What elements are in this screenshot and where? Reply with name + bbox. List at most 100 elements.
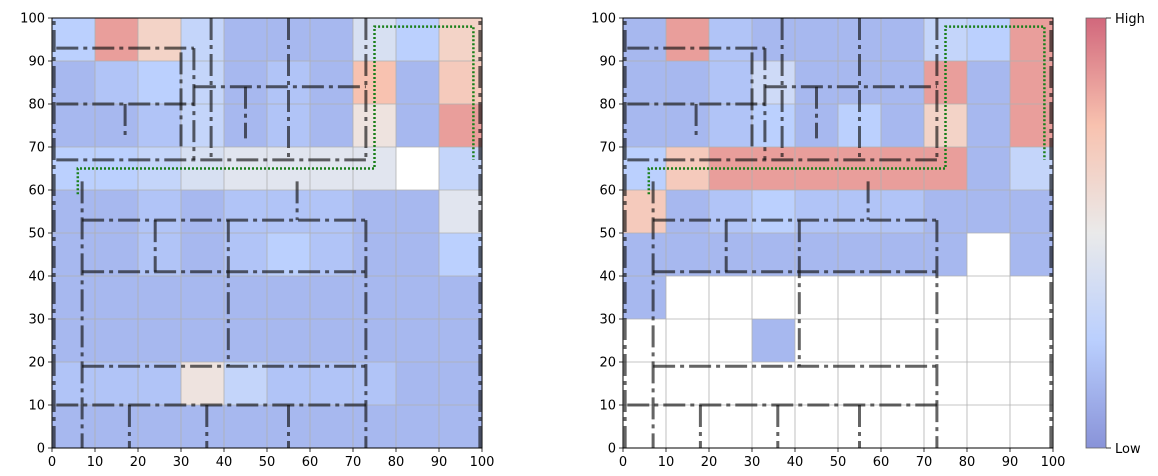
heatmap-cell bbox=[310, 190, 353, 233]
heatmap-cell bbox=[623, 18, 666, 61]
y-tick-label: 0 bbox=[608, 442, 616, 457]
heatmap-cell bbox=[881, 233, 924, 276]
heatmap-cell bbox=[881, 190, 924, 233]
heatmap-cell bbox=[52, 233, 95, 276]
heatmap-cell bbox=[924, 190, 967, 233]
heatmap-cell bbox=[181, 276, 224, 319]
y-tick-label: 10 bbox=[28, 399, 45, 414]
heatmap-cell bbox=[138, 362, 181, 405]
heatmap-cell bbox=[967, 147, 1010, 190]
heatmap-cell bbox=[138, 233, 181, 276]
heatmap-cell bbox=[439, 18, 482, 61]
heatmap-cell bbox=[138, 405, 181, 448]
x-tick-label: 90 bbox=[431, 455, 448, 470]
heatmap-cell bbox=[310, 319, 353, 362]
heatmap-cell bbox=[752, 233, 795, 276]
heatmap-cell bbox=[181, 319, 224, 362]
x-tick-label: 80 bbox=[388, 455, 405, 470]
heatmap-cell bbox=[666, 61, 709, 104]
heatmap-cell bbox=[1010, 147, 1053, 190]
heatmap-cell bbox=[795, 18, 838, 61]
heatmap-cell bbox=[967, 104, 1010, 147]
heatmap-cell bbox=[181, 233, 224, 276]
heatmap-cell bbox=[396, 362, 439, 405]
heatmap-cell bbox=[439, 104, 482, 147]
x-tick-label: 90 bbox=[1002, 455, 1019, 470]
heatmap-cell bbox=[95, 18, 138, 61]
heatmap-cell bbox=[439, 233, 482, 276]
heatmap-cell bbox=[439, 276, 482, 319]
y-tick-label: 10 bbox=[599, 399, 616, 414]
x-tick-label: 30 bbox=[173, 455, 190, 470]
x-tick-label: 50 bbox=[259, 455, 276, 470]
x-tick-label: 70 bbox=[345, 455, 362, 470]
y-tick-label: 100 bbox=[20, 12, 45, 27]
heatmap-cell bbox=[95, 362, 138, 405]
heatmap-cell bbox=[396, 276, 439, 319]
heatmap-cell bbox=[95, 104, 138, 147]
heatmap-cell bbox=[310, 233, 353, 276]
y-tick-label: 30 bbox=[28, 313, 45, 328]
x-tick-label: 70 bbox=[916, 455, 933, 470]
heatmap-cell bbox=[838, 233, 881, 276]
heatmap-cell bbox=[396, 190, 439, 233]
heatmap-cell bbox=[439, 61, 482, 104]
x-tick-label: 60 bbox=[873, 455, 890, 470]
heatmap-cell bbox=[310, 61, 353, 104]
heatmap-cell bbox=[967, 18, 1010, 61]
heatmap-cell bbox=[666, 18, 709, 61]
heatmap-cell bbox=[752, 18, 795, 61]
x-tick-label: 50 bbox=[830, 455, 847, 470]
x-tick-label: 10 bbox=[658, 455, 675, 470]
heatmap-cell bbox=[623, 190, 666, 233]
heatmap-cell bbox=[396, 319, 439, 362]
y-tick-label: 70 bbox=[28, 141, 45, 156]
y-tick-label: 20 bbox=[28, 356, 45, 371]
heatmap-cell bbox=[95, 405, 138, 448]
heatmap-cell bbox=[396, 104, 439, 147]
heatmap-cell bbox=[181, 61, 224, 104]
heatmap-cell bbox=[224, 319, 267, 362]
heatmap-cell bbox=[138, 319, 181, 362]
y-tick-label: 50 bbox=[599, 227, 616, 242]
heatmap-cell bbox=[795, 233, 838, 276]
right-heatmap-panel: 0 10 20 30 40 50 60 70 80 90 100 0 10 20 30 40 50 60 70 80 9… bbox=[591, 12, 1065, 471]
x-tick-label: 100 bbox=[470, 455, 495, 470]
heatmap-cell bbox=[267, 362, 310, 405]
heatmap-cell bbox=[881, 104, 924, 147]
heatmap-cell bbox=[310, 276, 353, 319]
heatmap-cell bbox=[353, 405, 396, 448]
heatmap-cell bbox=[881, 61, 924, 104]
x-tick-label: 60 bbox=[302, 455, 319, 470]
heatmap-cell bbox=[267, 276, 310, 319]
x-tick-label: 10 bbox=[87, 455, 104, 470]
y-tick-label: 90 bbox=[28, 55, 45, 70]
heatmap-cell bbox=[1010, 190, 1053, 233]
y-tick-label: 80 bbox=[599, 98, 616, 113]
y-tick-label: 20 bbox=[599, 356, 616, 371]
heatmap-cell bbox=[138, 18, 181, 61]
left-heatmap-panel: 0 10 20 30 40 50 60 70 80 90 100 0 10 20 30 40 50 60 70 80 9… bbox=[20, 12, 494, 471]
heatmap-cell bbox=[709, 61, 752, 104]
heatmap-cell bbox=[924, 233, 967, 276]
x-tick-label: 100 bbox=[1041, 455, 1066, 470]
heatmap-cell bbox=[138, 104, 181, 147]
heatmap-cell bbox=[1010, 233, 1053, 276]
heatmap-cell bbox=[709, 18, 752, 61]
colorbar-high-label: High bbox=[1115, 12, 1145, 27]
heatmap-cell bbox=[752, 104, 795, 147]
heatmap-cell bbox=[181, 190, 224, 233]
heatmap-cell bbox=[52, 190, 95, 233]
heatmap-cell bbox=[1010, 18, 1053, 61]
heatmap-cell bbox=[709, 190, 752, 233]
y-tick-label: 0 bbox=[37, 442, 45, 457]
heatmap-cell bbox=[353, 233, 396, 276]
heatmap-cell bbox=[181, 104, 224, 147]
heatmap-cell bbox=[1010, 61, 1053, 104]
heatmap-cell bbox=[95, 319, 138, 362]
y-tick-label: 60 bbox=[599, 184, 616, 199]
heatmap-cell bbox=[396, 18, 439, 61]
heatmap-cell bbox=[267, 233, 310, 276]
heatmap-cell bbox=[967, 61, 1010, 104]
heatmap-cell bbox=[709, 233, 752, 276]
